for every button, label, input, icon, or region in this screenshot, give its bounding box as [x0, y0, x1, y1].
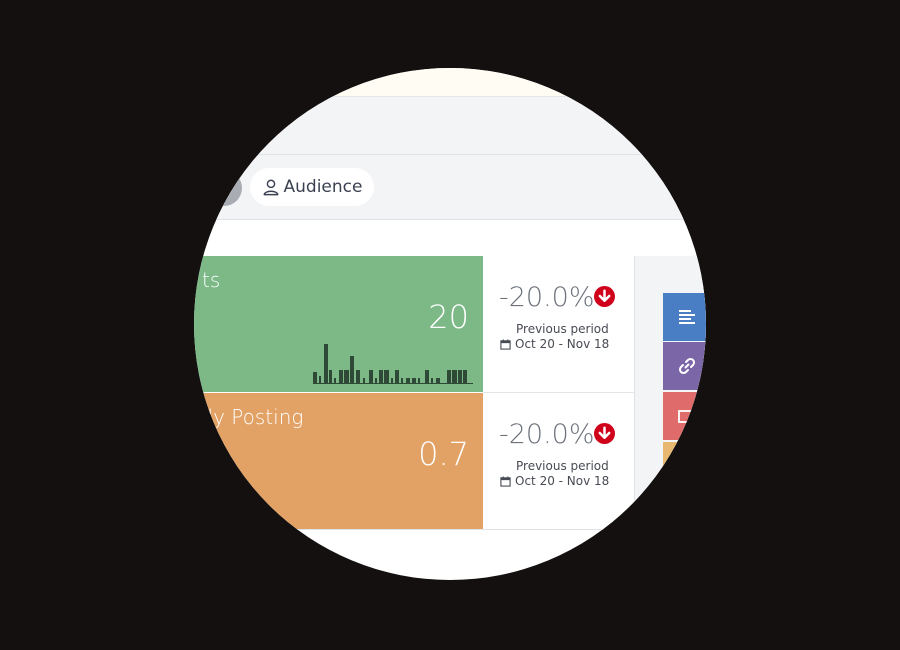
- bottom-divider: [194, 529, 706, 530]
- magnifier-lens: Audience ts 20: [194, 68, 706, 580]
- zoomed-dashboard: Audience ts 20: [194, 68, 706, 580]
- user-icon: [263, 179, 278, 196]
- tab-audience-label: Audience: [283, 177, 363, 197]
- previous-period-label: Previous period: [516, 459, 609, 473]
- other-post-button[interactable]: [663, 442, 706, 502]
- metric-title: ily Posting: [202, 405, 304, 429]
- metric-value: 20: [428, 298, 469, 336]
- calendar-icon: [500, 338, 511, 350]
- date-range-text: Oct 20 - Nov 18: [515, 474, 610, 488]
- link-icon: [678, 357, 696, 375]
- tab-previous[interactable]: [200, 170, 242, 206]
- change-percent: -20.0%: [499, 419, 595, 450]
- previous-period-range: Oct 20 - Nov 18: [500, 474, 609, 488]
- tab-audience[interactable]: Audience: [250, 168, 374, 206]
- change-percent: -20.0%: [499, 282, 595, 313]
- text-post-button[interactable]: [663, 293, 706, 341]
- comparison-panel-daily-posting: -20.0% Previous period Oct 20 - Nov 18: [483, 393, 634, 530]
- rectangle-icon: [678, 410, 696, 423]
- arrow-down-circle-icon: [594, 423, 615, 444]
- metric-value: 0.7: [418, 435, 469, 473]
- metric-card-daily-posting: ily Posting 0.7: [194, 393, 483, 529]
- comparison-panel-posts: -20.0% Previous period Oct 20 - Nov 18: [483, 256, 634, 393]
- calendar-icon: [500, 475, 511, 487]
- metric-title: ts: [202, 268, 221, 292]
- previous-period-range: Oct 20 - Nov 18: [500, 337, 609, 351]
- metric-card-posts: ts 20: [194, 256, 483, 392]
- date-range-text: Oct 20 - Nov 18: [515, 337, 610, 351]
- header-band: [194, 97, 706, 155]
- previous-period-label: Previous period: [516, 322, 609, 336]
- link-post-button[interactable]: [663, 342, 706, 390]
- arrow-down-circle-icon: [594, 286, 615, 307]
- media-post-button[interactable]: [663, 392, 706, 440]
- top-strip: [194, 68, 706, 97]
- sparkline-chart: [313, 344, 473, 384]
- align-left-icon: [679, 310, 695, 324]
